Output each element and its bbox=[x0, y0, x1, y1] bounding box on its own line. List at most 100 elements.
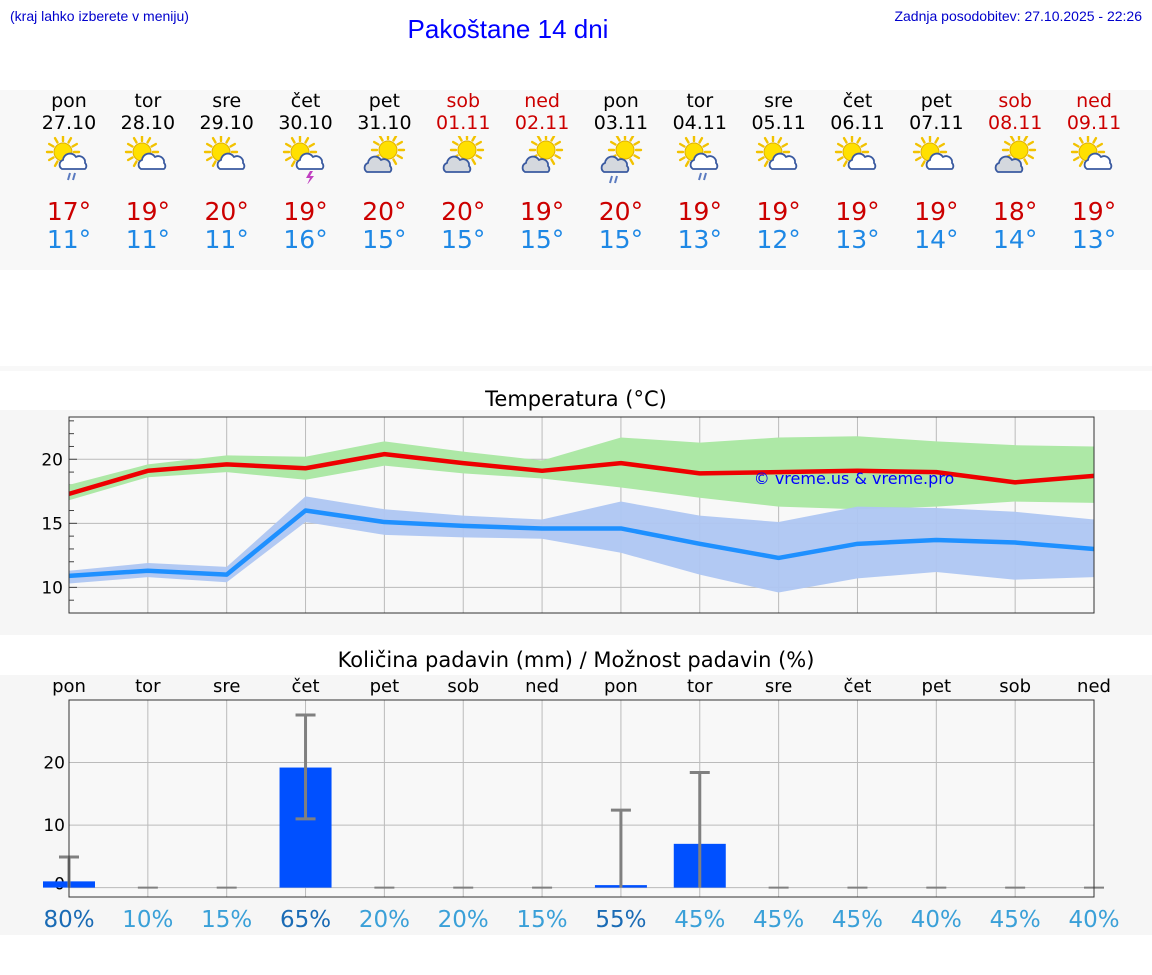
x-tick-label: ned bbox=[1077, 676, 1111, 697]
max-temperature: 19° bbox=[756, 197, 801, 226]
day-name: pon bbox=[51, 90, 87, 112]
precipitation-probability: 40% bbox=[911, 907, 962, 933]
precipitation-probability: 45% bbox=[753, 907, 804, 933]
x-tick-label: sob bbox=[447, 676, 479, 697]
sun-cloud-rain-icon bbox=[45, 134, 93, 184]
sun-cloud-icon bbox=[1070, 134, 1118, 184]
day-date: 01.11 bbox=[436, 112, 491, 134]
min-temperature: 13° bbox=[1071, 225, 1117, 254]
max-temperature: 17° bbox=[46, 197, 92, 226]
day-name: sre bbox=[764, 90, 794, 112]
plot-area bbox=[69, 700, 1094, 897]
sun-cloud-icon bbox=[124, 134, 172, 184]
day-date: 03.11 bbox=[593, 112, 649, 134]
cloud-sun-icon bbox=[439, 132, 487, 184]
precipitation-probability: 80% bbox=[43, 907, 94, 933]
x-tick-label: sob bbox=[999, 676, 1031, 697]
sun-cloud-icon bbox=[755, 134, 803, 184]
x-tick-label: ned bbox=[525, 676, 559, 697]
day-name: tor bbox=[134, 90, 162, 112]
day-name: pet bbox=[368, 90, 400, 112]
max-temperature: 19° bbox=[125, 197, 170, 226]
min-temperature-range bbox=[69, 496, 1094, 593]
day-name: čet bbox=[290, 90, 321, 112]
x-tick-label: tor bbox=[135, 676, 161, 697]
day-name: pon bbox=[603, 90, 639, 112]
page-title: Pakoštane 14 dni bbox=[407, 14, 609, 44]
max-temperature: 19° bbox=[677, 197, 722, 226]
min-temperature: 16° bbox=[283, 225, 328, 254]
sun-cloud-rain-icon bbox=[676, 134, 724, 184]
cloud-sun-icon bbox=[991, 132, 1039, 184]
precipitation-probability: 45% bbox=[990, 907, 1041, 933]
cloud-sun-icon bbox=[360, 132, 408, 184]
x-tick-label: pon bbox=[52, 676, 86, 697]
max-temperature: 19° bbox=[1071, 197, 1117, 226]
min-temperature: 15° bbox=[362, 225, 407, 254]
precipitation-probability: 10% bbox=[122, 907, 173, 933]
max-temperature: 20° bbox=[362, 197, 407, 226]
day-name: ned bbox=[1076, 90, 1112, 112]
max-temperature: 19° bbox=[283, 197, 328, 226]
day-date: 08.11 bbox=[987, 112, 1043, 134]
min-temperature: 12° bbox=[756, 225, 801, 254]
min-temperature: 11° bbox=[46, 225, 92, 254]
min-temperature: 13° bbox=[677, 225, 722, 254]
day-name: čet bbox=[842, 90, 873, 112]
plot-frame bbox=[68, 416, 1095, 614]
max-temperature: 18° bbox=[993, 197, 1038, 226]
day-date: 06.11 bbox=[830, 112, 885, 134]
x-tick-label: sre bbox=[765, 676, 792, 697]
last-update: Zadnja posodobitev: 27.10.2025 - 22:26 bbox=[894, 8, 1142, 24]
watermark: © vreme.us & vreme.pro bbox=[754, 469, 955, 488]
x-tick-label: sre bbox=[213, 676, 240, 697]
min-temperature: 14° bbox=[993, 225, 1038, 254]
y-tick-label: 10 bbox=[41, 578, 63, 598]
day-date: 05.11 bbox=[751, 112, 806, 134]
y-tick-label: 10 bbox=[43, 816, 65, 836]
day-date: 07.11 bbox=[909, 112, 964, 134]
y-tick-label: 20 bbox=[43, 754, 65, 774]
precipitation-chart: pon tor sre čet pet sob ned pon tor sre čet pet sob n… bbox=[43, 676, 1120, 933]
day-date: 30.10 bbox=[278, 112, 333, 134]
sun-cloud-icon bbox=[203, 134, 251, 184]
sun-cloud-icon bbox=[912, 134, 960, 184]
min-temperature: 13° bbox=[835, 225, 880, 254]
precipitation-probability: 20% bbox=[359, 907, 410, 933]
day-name: sre bbox=[212, 90, 242, 112]
day-name: tor bbox=[686, 90, 714, 112]
day-date: 27.10 bbox=[41, 112, 97, 134]
precipitation-chart-title: Količina padavin (mm) / Možnost padavin … bbox=[337, 648, 815, 672]
x-tick-label: pet bbox=[370, 676, 400, 697]
day-date: 04.11 bbox=[672, 112, 727, 134]
cloud-sun-rain-icon bbox=[597, 132, 645, 184]
location-hint[interactable]: (kraj lahko izberete v meniju) bbox=[10, 8, 189, 24]
precipitation-probability: 65% bbox=[280, 907, 331, 933]
day-name: ned bbox=[524, 90, 560, 112]
min-temperature: 11° bbox=[204, 225, 249, 254]
day-name: sob bbox=[446, 90, 481, 112]
y-tick-label: 15 bbox=[41, 514, 63, 534]
precipitation-probability: 40% bbox=[1068, 907, 1119, 933]
min-temperature: 11° bbox=[125, 225, 170, 254]
min-temperature: 15° bbox=[519, 225, 565, 254]
x-tick-label: čet bbox=[292, 676, 320, 697]
day-name: pet bbox=[920, 90, 952, 112]
min-temperature: 15° bbox=[441, 225, 486, 254]
precipitation-probability: 20% bbox=[438, 907, 489, 933]
max-temperature: 20° bbox=[598, 197, 644, 226]
precipitation-probability: 45% bbox=[832, 907, 883, 933]
max-temperature: 19° bbox=[519, 197, 565, 226]
max-temperature: 19° bbox=[914, 197, 959, 226]
day-date: 29.10 bbox=[199, 112, 254, 134]
day-date: 02.11 bbox=[514, 112, 570, 134]
precipitation-probability: 15% bbox=[201, 907, 252, 933]
max-temperature: 20° bbox=[441, 197, 486, 226]
day-date: 09.11 bbox=[1066, 112, 1122, 134]
max-temperature: 20° bbox=[204, 197, 249, 226]
sun-cloud-thunder-icon bbox=[282, 134, 330, 185]
min-temperature: 15° bbox=[598, 225, 644, 254]
cloud-sun-icon bbox=[518, 132, 566, 184]
x-tick-label: pon bbox=[604, 676, 638, 697]
day-date: 31.10 bbox=[357, 112, 412, 134]
